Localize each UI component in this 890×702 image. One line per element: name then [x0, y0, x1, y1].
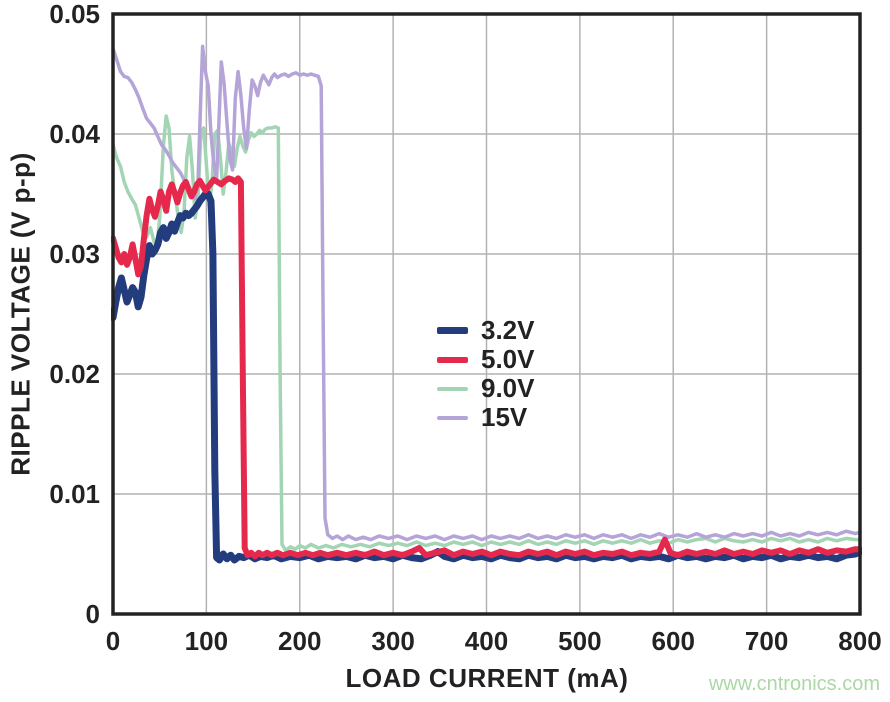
- watermark-link[interactable]: www.cntronics.com: [708, 673, 880, 695]
- legend-label-3-2v: 3.2V: [481, 315, 535, 345]
- x-tick-label-200: 200: [278, 626, 322, 656]
- y-tick-label-0.03: 0.03: [49, 239, 100, 269]
- legend: 3.2V 5.0V 9.0V 15V: [437, 316, 535, 432]
- legend-swatch-9-0v: [437, 386, 468, 391]
- x-tick-label-700: 700: [744, 626, 789, 656]
- series-line-5.0V: [111, 175, 862, 560]
- series-line-3.2V: [111, 190, 862, 564]
- x-tick-label-300: 300: [371, 626, 415, 656]
- legend-swatch-3-2v: [437, 327, 468, 334]
- legend-label-15v: 15V: [481, 402, 528, 432]
- x-tick-label-0: 0: [105, 626, 121, 656]
- y-tick-label-0.02: 0.02: [49, 359, 100, 389]
- legend-label-9-0v: 9.0V: [481, 373, 535, 403]
- legend-entry-3-2v: 3.2V: [437, 316, 535, 345]
- x-tick-label-600: 600: [651, 626, 695, 656]
- x-tick-label-400: 400: [464, 626, 509, 656]
- y-tick-label-0: 0: [85, 599, 100, 629]
- y-tick-label-0.05: 0.05: [49, 0, 100, 29]
- legend-label-5-0v: 5.0V: [481, 344, 535, 374]
- series-line-9.0V: [111, 114, 862, 553]
- x-tick-label-800: 800: [838, 626, 882, 656]
- plot-frame: [111, 12, 862, 616]
- plot-area: [111, 12, 862, 616]
- y-tick-label-0.04: 0.04: [49, 119, 100, 149]
- x-tick-label-500: 500: [558, 626, 602, 656]
- legend-entry-15v: 15V: [437, 403, 535, 432]
- x-axis-title: LOAD CURRENT (mA): [345, 663, 629, 693]
- legend-swatch-5-0v: [437, 356, 468, 363]
- legend-swatch-15v: [437, 415, 468, 420]
- gridlines: [113, 14, 860, 614]
- y-axis-title: RIPPLE VOLTAGE (V p-p): [5, 152, 36, 476]
- legend-entry-5-0v: 5.0V: [437, 345, 535, 374]
- data-curves: [111, 44, 862, 564]
- y-tick-label-0.01: 0.01: [49, 479, 100, 509]
- x-tick-label-100: 100: [184, 626, 229, 656]
- legend-entry-9-0v: 9.0V: [437, 374, 535, 403]
